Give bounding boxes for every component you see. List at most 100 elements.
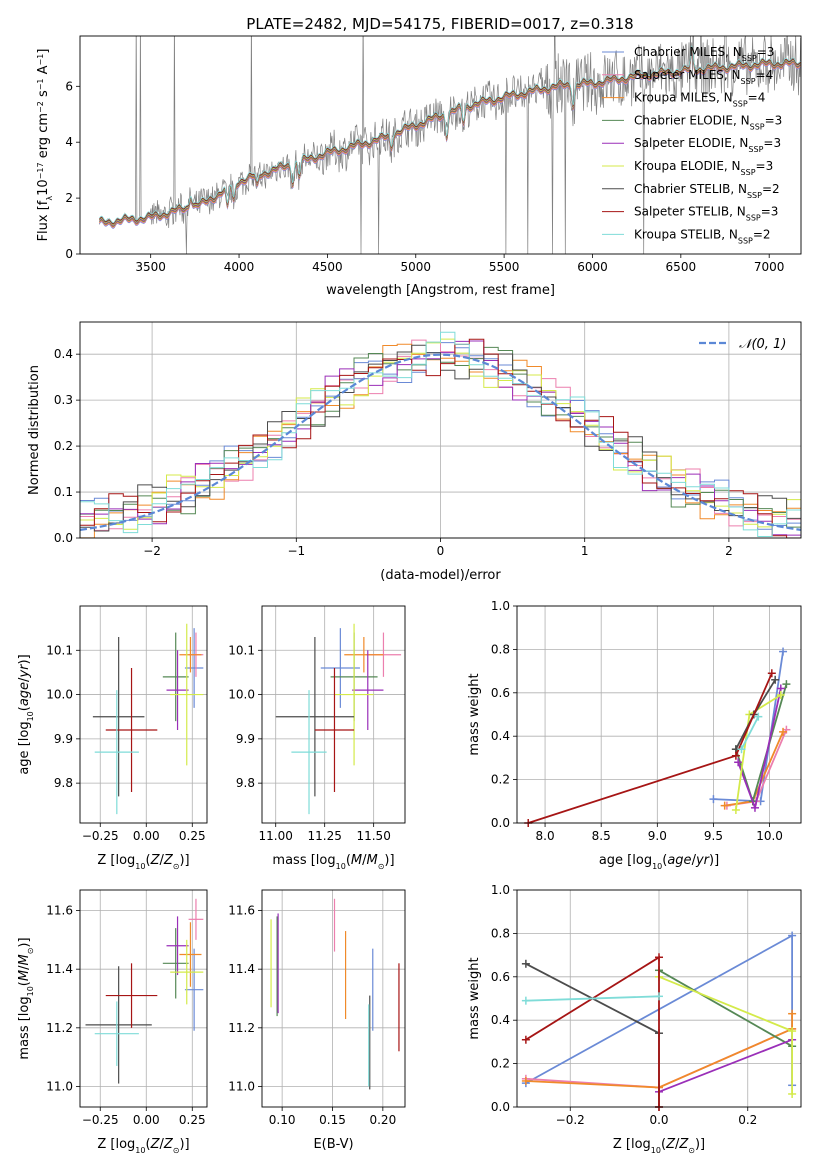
x-tick-label: 0.2: [738, 1113, 757, 1127]
weight-line: [658, 1038, 793, 1093]
panels: 3500 4000 4500 5000 5500 6000 6500 7000 0 2 4 6 Chab…: [17, 35, 802, 1155]
legend-label-part: Kroupa ELODIE, N: [634, 159, 741, 173]
y-axis-label-part: M: [17, 970, 32, 981]
y-axis-label-part: yr: [17, 663, 32, 679]
mass-vs-EBV-panel: 0.10 0.15 0.20 11.0 11.2 11.4 11.6 E(B-V): [228, 889, 406, 1152]
y-axis-label-part: ⊙: [26, 948, 35, 955]
y-axis-label: age [log10(age/yr)]: [17, 654, 35, 774]
y-axis-label: mass weight: [467, 673, 482, 755]
x-tick-label: 0.20: [369, 1113, 396, 1127]
legend-label: Salpeter ELODIE, NSSP=3: [634, 136, 781, 154]
x-axis-label-part: (: [346, 853, 351, 868]
y-tick-label: 4: [65, 135, 73, 149]
x-axis-label-part: /: [159, 1137, 164, 1152]
y-tick-label: 0.2: [54, 439, 73, 453]
x-axis-label-part: (: [145, 1137, 150, 1152]
x-tick-label: 5000: [400, 260, 431, 274]
legend-label-part: =4: [756, 68, 774, 82]
x-axis-label-part: ⊙: [173, 862, 180, 871]
x-axis-label-part: )]: [695, 1137, 705, 1152]
x-axis-label-part: 10: [135, 1146, 145, 1155]
y-tick-label: 0.4: [491, 729, 510, 743]
y-tick-label: 1.0: [491, 599, 510, 613]
legend-label-part: =4: [748, 91, 766, 105]
legend-label-part: =3: [757, 45, 775, 59]
x-tick-label: 0: [437, 544, 445, 558]
x-axis-label: age [log10(age/yr)]: [599, 853, 719, 871]
y-tick-label: 1.0: [491, 883, 510, 897]
y-axis-label-part: 10: [36, 179, 51, 196]
axes-frame: [79, 321, 802, 539]
y-tick-label: 0.4: [491, 1013, 510, 1027]
x-tick-label: 1: [581, 544, 589, 558]
x-axis-label-part: M: [351, 853, 362, 868]
x-axis-label-part: /: [159, 853, 164, 868]
x-axis-label: Z [log10(Z/Z⊙)]: [97, 1137, 189, 1155]
y-tick-label: 0.2: [491, 1057, 510, 1071]
y-tick-label: 11.4: [46, 962, 73, 976]
y-tick-label: 9.8: [54, 776, 73, 790]
y-tick-label: 11.4: [228, 962, 255, 976]
y-axis-label-part: A: [36, 65, 51, 78]
legend-label-part: =3: [763, 136, 781, 150]
x-tick-label: 6500: [666, 260, 697, 274]
x-axis-label-part: )]: [179, 1137, 189, 1152]
x-tick-label: 0.00: [133, 1113, 160, 1127]
y-axis-label-part: −17: [36, 162, 45, 179]
y-axis-label-part: s: [36, 90, 51, 101]
legend-label-part: SSP: [738, 236, 753, 245]
x-tick-label: 3500: [135, 260, 166, 274]
y-axis-label-part: ]: [36, 49, 51, 54]
y-tick-label: 0.2: [491, 773, 510, 787]
y-axis-label-part: (: [17, 706, 32, 711]
y-tick-label: 0.3: [54, 393, 73, 407]
legend-label-part: =3: [756, 159, 774, 173]
y-axis-label-part: Normed distribution: [27, 365, 42, 495]
y-axis-label-part: erg cm: [36, 113, 51, 162]
legend-label: Salpeter MILES, NSSP=4: [634, 68, 773, 86]
legend-label: Chabrier STELIB, NSSP=2: [634, 182, 780, 200]
legend-label: Kroupa ELODIE, NSSP=3: [634, 159, 773, 177]
x-axis-label: E(B-V): [313, 1137, 353, 1152]
legend-label-part: SSP: [750, 122, 765, 131]
spectrum-panel: 3500 4000 4500 5000 5500 6000 6500 7000 0 2 4 6 Chab…: [36, 35, 802, 298]
y-axis-label-part: λ: [45, 196, 54, 201]
y-axis-label-part: 10: [26, 711, 35, 721]
y-tick-label: 11.2: [46, 1021, 73, 1035]
x-tick-label: 0.0: [649, 1113, 668, 1127]
axes-frame: [79, 35, 802, 255]
x-axis-label-part: 10: [651, 1146, 661, 1155]
legend-label-part: Kroupa STELIB, N: [634, 227, 738, 241]
x-tick-label: 4000: [224, 260, 255, 274]
legend-label: Kroupa STELIB, NSSP=2: [634, 227, 771, 245]
y-tick-label: 10.1: [228, 643, 255, 657]
figure-title: PLATE=2482, MJD=54175, FIBERID=0017, z=0…: [246, 15, 633, 33]
y-tick-label: 0.8: [491, 642, 510, 656]
axes-frame: [516, 889, 802, 1108]
x-tick-label: 8.5: [592, 829, 611, 843]
legend-label-part: SSP: [741, 168, 756, 177]
x-tick-label: 0.00: [133, 829, 160, 843]
x-axis-label-part: Z: [665, 1137, 676, 1152]
y-tick-label: 11.0: [46, 1079, 73, 1093]
x-tick-label: 0.25: [179, 1113, 206, 1127]
histogram-step: [80, 338, 801, 538]
x-axis-label-part: Z: [163, 1137, 174, 1152]
y-tick-label: 0.4: [54, 347, 73, 361]
y-axis-label: mass [log10(M/M⊙)]: [17, 937, 35, 1059]
y-tick-label: 11.6: [228, 904, 255, 918]
axes-frame: [516, 605, 802, 824]
legend-label-part: =2: [762, 182, 780, 196]
legend-label-part: =3: [765, 113, 783, 127]
y-axis-label-part: 10: [26, 986, 35, 996]
x-axis-label-part: ⊙: [378, 862, 385, 871]
weight-line: [525, 1013, 793, 1089]
legend-label: Chabrier ELODIE, NSSP=3: [634, 113, 782, 130]
x-axis-label-part: (: [662, 853, 667, 868]
weight-line: [740, 716, 760, 750]
x-axis-label: wavelength [Angstrom, rest frame]: [326, 283, 555, 298]
x-axis-label-part: )]: [384, 853, 394, 868]
x-tick-label: 4500: [312, 260, 343, 274]
x-tick-label: −0.25: [82, 1113, 119, 1127]
